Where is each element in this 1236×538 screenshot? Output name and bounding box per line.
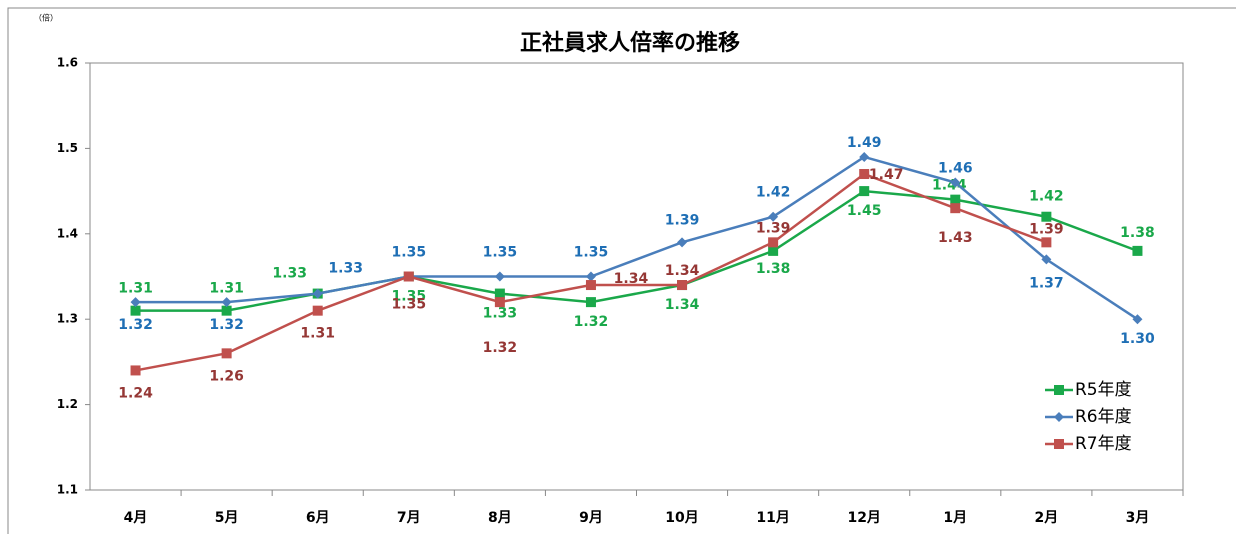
data-label: 1.37 <box>1029 275 1064 291</box>
unit-label: （倍） <box>34 13 58 23</box>
data-label: 1.32 <box>118 317 153 333</box>
marker <box>859 186 870 197</box>
marker <box>312 288 323 299</box>
y-tick-label: 1.3 <box>57 312 78 326</box>
marker <box>494 288 505 299</box>
legend-marker <box>1054 439 1064 449</box>
legend-marker <box>1054 412 1064 422</box>
marker <box>221 305 232 316</box>
data-label: 1.38 <box>1120 225 1155 241</box>
marker <box>1041 237 1052 248</box>
data-label: 1.33 <box>483 306 518 322</box>
marker <box>1041 254 1052 265</box>
x-tick-label: 8月 <box>488 510 512 526</box>
legend-label: R7年度 <box>1075 434 1132 454</box>
data-label: 1.34 <box>665 263 700 279</box>
x-tick-label: 4月 <box>124 510 148 526</box>
data-label: 1.43 <box>938 230 973 246</box>
y-tick-label: 1.1 <box>57 483 78 497</box>
data-label: 1.35 <box>392 297 427 313</box>
frame <box>7 7 1236 534</box>
data-label: 1.39 <box>756 220 791 236</box>
y-tick-label: 1.6 <box>57 56 78 70</box>
marker <box>859 151 870 162</box>
data-label: 1.31 <box>300 326 335 342</box>
data-label: 1.42 <box>1029 189 1064 205</box>
marker <box>768 237 779 248</box>
marker <box>677 237 688 248</box>
data-label: 1.47 <box>869 167 904 183</box>
marker <box>130 365 141 376</box>
data-label: 1.35 <box>574 245 609 261</box>
series-line <box>135 155 1139 321</box>
data-label: 1.31 <box>209 281 244 297</box>
marker <box>494 297 505 308</box>
data-label: 1.31 <box>118 281 153 297</box>
x-tick-label: 10月 <box>665 510 698 526</box>
marker <box>494 271 505 282</box>
x-tick-label: 9月 <box>579 510 603 526</box>
data-label: 1.49 <box>847 135 882 151</box>
marker <box>950 203 961 214</box>
x-tick-label: 2月 <box>1035 510 1059 526</box>
marker <box>221 348 232 359</box>
legend-label: R5年度 <box>1075 380 1132 400</box>
marker <box>585 280 596 291</box>
x-tick-label: 1月 <box>943 510 967 526</box>
marker <box>768 211 779 222</box>
data-label: 1.34 <box>665 297 700 313</box>
marker <box>1132 314 1143 325</box>
data-label: 1.35 <box>483 245 518 261</box>
marker <box>221 297 232 308</box>
y-tick-label: 1.4 <box>57 226 78 240</box>
marker <box>130 297 141 308</box>
data-label: 1.46 <box>938 161 973 177</box>
x-tick-label: 7月 <box>397 510 421 526</box>
data-label: 1.45 <box>847 203 882 219</box>
marker <box>1132 245 1143 256</box>
marker <box>585 271 596 282</box>
marker <box>1041 211 1052 222</box>
x-tick-label: 12月 <box>847 510 880 526</box>
marker <box>403 271 414 282</box>
marker <box>130 305 141 316</box>
data-label: 1.35 <box>392 245 427 261</box>
x-tick-label: 6月 <box>306 510 330 526</box>
legend-label: R6年度 <box>1075 407 1132 427</box>
data-label: 1.30 <box>1120 331 1155 347</box>
legend-marker <box>1054 385 1064 395</box>
data-label: 1.35 <box>392 289 427 305</box>
data-label: 1.39 <box>1029 221 1064 237</box>
data-label: 1.32 <box>483 340 518 356</box>
x-tick-label: 11月 <box>756 510 789 526</box>
data-label: 1.33 <box>272 266 307 282</box>
data-label: 1.42 <box>756 185 791 201</box>
data-label: 1.34 <box>614 271 649 287</box>
marker <box>768 245 779 256</box>
data-label: 1.39 <box>665 212 700 228</box>
x-tick-label: 5月 <box>215 510 239 526</box>
data-label: 1.32 <box>209 317 244 333</box>
marker <box>950 177 961 188</box>
series-line <box>135 189 1138 312</box>
marker <box>950 194 961 205</box>
data-label: 1.33 <box>328 261 363 277</box>
data-label: 1.26 <box>209 368 244 384</box>
marker <box>585 297 596 308</box>
data-label: 1.24 <box>118 385 153 401</box>
marker <box>859 169 870 180</box>
x-tick-label: 3月 <box>1126 510 1150 526</box>
data-label: 1.38 <box>756 261 791 277</box>
marker <box>677 280 688 291</box>
chart-title: 正社員求人倍率の推移 <box>520 30 740 56</box>
data-label: 1.32 <box>574 314 609 330</box>
y-tick-label: 1.5 <box>57 141 78 155</box>
marker <box>312 305 323 316</box>
y-tick-label: 1.2 <box>57 397 78 411</box>
